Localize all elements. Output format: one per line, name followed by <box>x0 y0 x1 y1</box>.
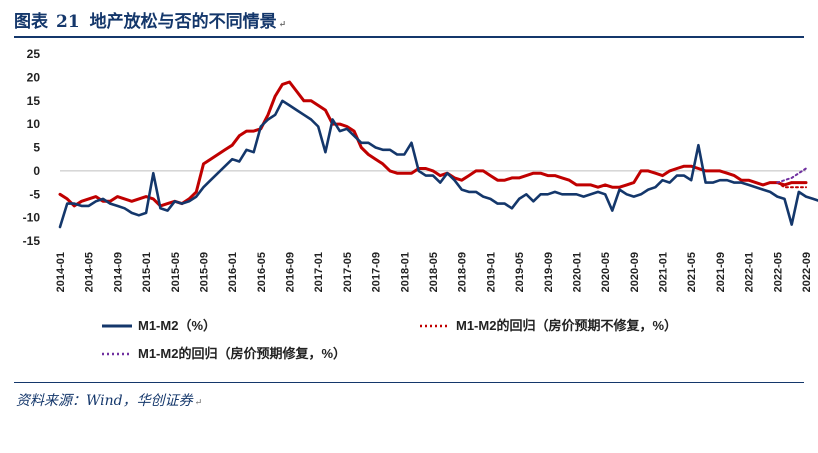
x-tick-label: 2017-01 <box>313 252 325 292</box>
y-tick-label: 5 <box>33 141 40 155</box>
legend: M1-M2（%） M1-M2的回归（房价预期不修复，%） M1-M2的回归（房价预期… <box>102 318 677 361</box>
figure-label: 图表 <box>14 12 48 32</box>
y-tick-label: 15 <box>27 94 41 108</box>
y-tick-label: 20 <box>27 70 41 84</box>
x-tick-label: 2021-05 <box>686 252 698 292</box>
x-tick-label: 2017-05 <box>342 252 354 292</box>
y-tick-label: 0 <box>33 164 40 178</box>
legend-label-scenario_no_repair: M1-M2的回归（房价预期不修复，%） <box>456 318 677 333</box>
x-axis: 2014-01 2014-05 2014-09 2015-01 2015-05 2015-… <box>55 252 813 292</box>
y-axis: 25 20 15 10 5 0 -5 -10 -15 <box>23 47 41 248</box>
source-note: 资料来源：Wind，华创证券 ↵ <box>16 390 202 410</box>
series-line-m1m2 <box>58 99 818 229</box>
series-line-regression_fit <box>58 80 808 208</box>
x-tick-label: 2016-01 <box>227 252 239 292</box>
x-tick-label: 2018-01 <box>399 252 411 292</box>
figure-title-text: 地产放松与否的不同情景 <box>89 12 277 32</box>
source-text: 资料来源：Wind，华创证券 <box>16 393 193 409</box>
legend-label-m1m2: M1-M2（%） <box>138 318 216 333</box>
y-tick-label: -5 <box>29 187 40 201</box>
x-tick-label: 2019-09 <box>543 252 555 292</box>
x-tick-label: 2020-09 <box>629 252 641 292</box>
series-line-scenario_repair <box>776 167 807 184</box>
x-tick-label: 2019-05 <box>514 252 526 292</box>
chart: 25 20 15 10 5 0 -5 -10 -15 2014-01 2014-05 2014-09… <box>23 47 818 361</box>
title-divider <box>14 36 804 38</box>
x-tick-label: 2020-05 <box>600 252 612 292</box>
x-tick-label: 2022-01 <box>744 252 756 292</box>
x-tick-label: 2021-01 <box>658 252 670 292</box>
x-tick-label: 2016-09 <box>285 252 297 292</box>
x-tick-label: 2015-05 <box>170 252 182 292</box>
x-tick-label: 2018-09 <box>457 252 469 292</box>
footer-divider <box>14 382 804 383</box>
x-tick-label: 2020-01 <box>571 252 583 292</box>
x-tick-label: 2016-05 <box>256 252 268 292</box>
x-tick-label: 2017-09 <box>371 252 383 292</box>
x-tick-label: 2019-01 <box>485 252 497 292</box>
x-tick-label: 2014-05 <box>84 252 96 292</box>
y-tick-label: -15 <box>23 234 41 248</box>
x-tick-label: 2022-09 <box>801 252 813 292</box>
y-tick-label: 10 <box>27 117 41 131</box>
x-tick-label: 2018-05 <box>428 252 440 292</box>
x-tick-label: 2021-09 <box>715 252 727 292</box>
x-tick-label: 2022-05 <box>772 252 784 292</box>
x-tick-label: 2014-01 <box>55 252 67 292</box>
legend-label-scenario_repair: M1-M2的回归（房价预期修复，%） <box>138 346 346 361</box>
x-tick-label: 2015-09 <box>198 252 210 292</box>
y-tick-label: -10 <box>23 211 41 225</box>
series-line-scenario_no_repair <box>776 181 807 189</box>
figure-title: 图表 21 地产放松与否的不同情景 ↵ <box>14 7 286 32</box>
return-mark-icon: ↵ <box>194 398 203 408</box>
return-mark-icon: ↵ <box>278 20 287 30</box>
figure-number: 21 <box>56 12 80 32</box>
x-tick-label: 2014-09 <box>112 252 124 292</box>
y-tick-label: 25 <box>27 47 41 61</box>
series-layer <box>58 80 818 229</box>
x-tick-label: 2015-01 <box>141 252 153 292</box>
